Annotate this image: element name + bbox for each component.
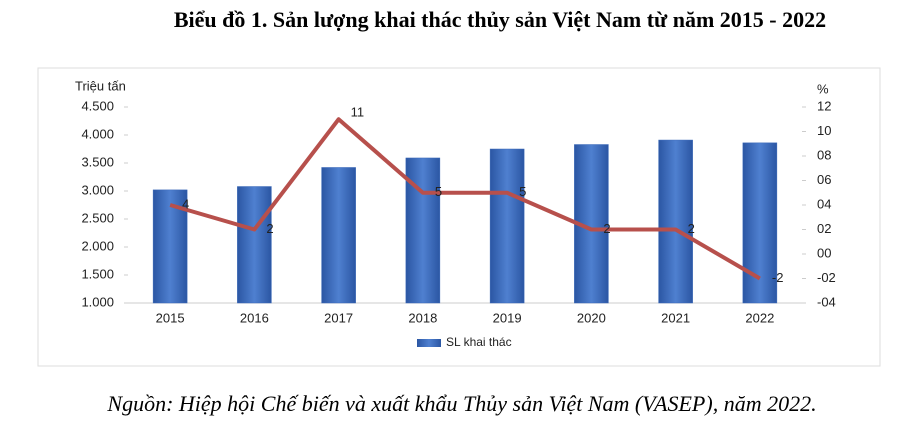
y-tick-label: 1.500 (81, 266, 114, 281)
bar (658, 139, 693, 304)
x-tick-label: 2021 (661, 310, 690, 325)
data-label: 2 (266, 221, 273, 236)
bar (489, 148, 525, 304)
line (169, 117, 761, 281)
chart-frame (37, 67, 881, 367)
y-tick-label: 3.500 (81, 154, 114, 169)
y2-tick-label: -02 (817, 270, 836, 285)
data-label: 4 (182, 196, 189, 211)
y-tick-label: 3.000 (81, 182, 114, 197)
y-tick-label: 1.000 (81, 294, 114, 309)
x-tick-label: 2019 (493, 310, 522, 325)
y2-tick-label: 10 (817, 123, 831, 138)
data-label: -2 (772, 270, 784, 285)
y2-axis-label: % (817, 81, 829, 96)
chart-title: Biểu đồ 1. Sản lượng khai thác thủy sản … (174, 7, 826, 32)
x-tick-label: 2016 (240, 310, 269, 325)
data-label: 5 (435, 184, 442, 199)
y2-tick-label: 04 (817, 196, 831, 211)
y2-tick-label: 02 (817, 221, 831, 236)
x-tick-label: 2020 (577, 310, 606, 325)
y-tick-label: 4.500 (81, 98, 114, 113)
bar (237, 186, 272, 304)
data-label: 2 (688, 221, 695, 236)
y2-tick-label: 08 (817, 147, 831, 162)
bar (321, 167, 356, 304)
y-tick-label: 4.000 (81, 126, 114, 141)
data-label: 2 (603, 221, 610, 236)
data-label: 5 (519, 184, 526, 199)
legend-swatch (417, 339, 441, 347)
x-tick-label: 2017 (324, 310, 353, 325)
y2-tick-label: -04 (817, 294, 836, 309)
x-tick-label: 2015 (156, 310, 185, 325)
x-tick-label: 2018 (408, 310, 437, 325)
source-note: Nguồn: Hiệp hội Chế biến và xuất khẩu Th… (106, 391, 816, 416)
x-tick-label: 2022 (745, 310, 774, 325)
data-label: 11 (351, 105, 365, 120)
legend-label: SL khai thác (446, 335, 512, 349)
y2-tick-label: 00 (817, 245, 831, 260)
y-tick-label: 2.000 (81, 238, 114, 253)
y2-tick-label: 06 (817, 172, 831, 187)
y-tick-label: 2.500 (81, 210, 114, 225)
y2-tick-label: 12 (817, 98, 831, 113)
y-axis-label: Triệu tấn (75, 78, 126, 93)
